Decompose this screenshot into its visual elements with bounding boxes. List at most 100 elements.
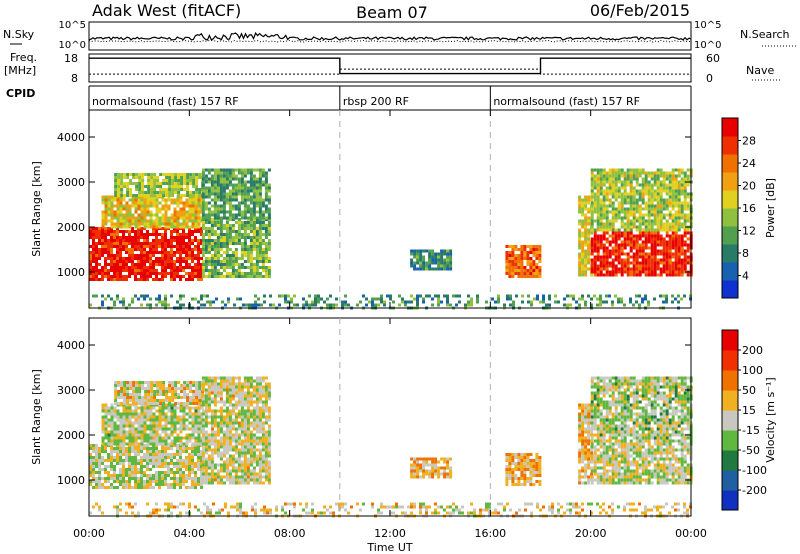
heatmap-cell — [258, 248, 262, 251]
nave-label: Nave — [746, 64, 774, 77]
heatmap-cell — [194, 204, 198, 208]
heatmap-cell — [120, 194, 124, 197]
heatmap-cell — [143, 216, 147, 220]
heatmap-cell — [602, 243, 606, 247]
heatmap-cell — [155, 239, 158, 242]
heatmap-cell — [176, 427, 180, 431]
heatmap-cell — [173, 486, 176, 489]
nave-tick-low: 0 — [706, 72, 713, 85]
heatmap-cell — [131, 424, 135, 428]
heatmap-cell — [201, 463, 205, 467]
heatmap-cell — [677, 192, 681, 196]
heatmap-cell — [119, 210, 123, 214]
heatmap-cell — [197, 439, 201, 443]
heatmap-cell — [107, 251, 110, 254]
heatmap-cell — [650, 240, 654, 244]
heatmap-cell — [156, 176, 160, 179]
heatmap-cell — [200, 278, 203, 281]
heatmap-cell — [146, 260, 149, 263]
heatmap-cell — [122, 300, 125, 304]
heatmap-cell — [201, 418, 205, 422]
heatmap-cell — [542, 300, 545, 304]
heatmap-cell — [170, 294, 173, 298]
heatmap-cell — [173, 272, 176, 275]
heatmap-cell — [146, 418, 150, 422]
heatmap-cell — [578, 261, 582, 265]
heatmap-cell — [635, 255, 639, 259]
heatmap-cell — [602, 183, 606, 187]
heatmap-cell — [185, 442, 189, 446]
heatmap-cell — [572, 294, 575, 298]
heatmap-cell — [605, 249, 609, 253]
heatmap-cell — [671, 219, 675, 223]
heatmap-cell — [641, 246, 645, 250]
heatmap-cell — [520, 266, 524, 269]
heatmap-cell — [231, 213, 235, 217]
heatmap-cell — [197, 239, 200, 242]
heatmap-cell — [185, 236, 188, 239]
heatmap-cell — [626, 261, 630, 265]
heatmap-cell — [158, 219, 162, 223]
heatmap-cell — [191, 297, 194, 301]
heatmap-cell — [92, 278, 95, 281]
heatmap-cell — [101, 242, 104, 245]
heatmap-cell — [153, 402, 157, 405]
heatmap-cell — [128, 477, 131, 480]
heatmap-cell — [149, 421, 153, 425]
heatmap-cell — [152, 480, 155, 483]
heatmap-cell — [425, 264, 429, 268]
heatmap-cell — [182, 471, 185, 474]
heatmap-cell — [204, 216, 208, 220]
heatmap-cell — [578, 195, 582, 199]
heatmap-cell — [204, 397, 208, 401]
heatmap-cell — [470, 297, 473, 301]
heatmap-cell — [505, 272, 509, 275]
heatmap-cell — [329, 303, 332, 307]
heatmap-cell — [532, 269, 536, 272]
heatmap-cell — [686, 201, 690, 205]
heatmap-cell — [653, 213, 657, 217]
heatmap-cell — [140, 433, 144, 437]
heatmap-cell — [122, 222, 126, 226]
heatmap-cell — [140, 412, 144, 416]
heatmap-cell — [147, 399, 151, 402]
heatmap-cell — [204, 388, 208, 392]
heatmap-cell — [92, 227, 95, 230]
heatmap-cell — [234, 186, 238, 190]
heatmap-cell — [240, 248, 244, 251]
heatmap-cell — [98, 257, 101, 260]
heatmap-cell — [602, 222, 606, 226]
heatmap-cell — [587, 261, 591, 265]
heatmap-cell — [92, 477, 95, 480]
heatmap-cell — [101, 483, 104, 486]
heatmap-cell — [219, 457, 223, 461]
heatmap-cell — [267, 227, 271, 230]
heatmap-cell — [125, 450, 128, 453]
heatmap-cell — [617, 186, 621, 190]
heatmap-cell — [225, 272, 229, 275]
heatmap-cell — [213, 376, 217, 380]
heatmap-cell — [520, 248, 524, 251]
heatmap-cell — [131, 204, 135, 208]
heatmap-cell — [204, 394, 208, 398]
heatmap-cell — [104, 424, 108, 428]
heatmap-cell — [150, 396, 154, 399]
heatmap-cell — [401, 300, 404, 304]
heatmap-cell — [255, 195, 259, 199]
heatmap-cell — [261, 201, 265, 205]
heatmap-cell — [410, 249, 414, 253]
heatmap-cell — [216, 242, 220, 245]
heatmap-cell — [213, 433, 217, 437]
heatmap-cell — [410, 252, 414, 256]
heatmap-cell — [529, 257, 533, 260]
heatmap-cell — [92, 480, 95, 483]
heatmap-cell — [671, 180, 675, 184]
heatmap-cell — [194, 462, 197, 465]
heatmap-cell — [173, 263, 176, 266]
heatmap-cell — [470, 303, 473, 307]
heatmap-cell — [261, 174, 265, 178]
heatmap-cell — [122, 236, 125, 239]
heatmap-cell — [122, 216, 126, 220]
heatmap-cell — [638, 270, 642, 274]
heatmap-cell — [258, 245, 262, 248]
